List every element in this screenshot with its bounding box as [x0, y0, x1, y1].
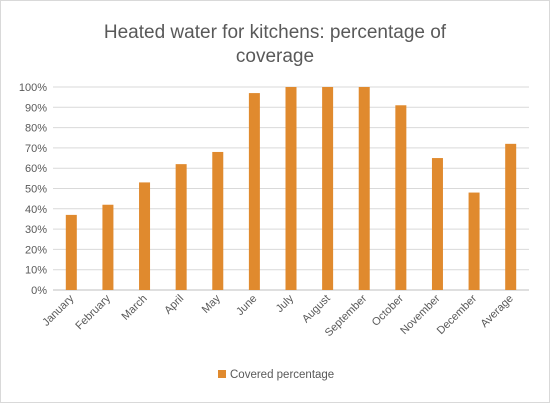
- y-tick-label: 20%: [25, 244, 47, 256]
- y-axis-ticks: 0% 10% 20% 30% 40% 50% 60% 70% 80% 90% 100%: [19, 82, 47, 297]
- bar: [505, 143, 517, 290]
- y-tick-label: 90%: [25, 102, 47, 114]
- legend-label: Covered percentage: [230, 369, 334, 381]
- x-tick-label: March: [120, 293, 150, 323]
- bar: [175, 164, 187, 290]
- x-tick-label: July: [274, 292, 297, 315]
- bar: [358, 87, 370, 290]
- x-tick-label: October: [370, 292, 406, 328]
- y-tick-label: 80%: [25, 123, 47, 135]
- y-tick-label: 70%: [25, 143, 47, 155]
- bar: [322, 87, 334, 290]
- bar: [395, 105, 407, 291]
- x-tick-label: May: [200, 292, 224, 316]
- chart-title-line-1: Heated water for kitchens: percentage of: [104, 22, 447, 43]
- legend: Covered percentage: [218, 369, 334, 381]
- bar: [212, 151, 224, 290]
- y-tick-label: 10%: [25, 265, 47, 277]
- x-tick-label: June: [234, 293, 259, 318]
- bars: [65, 87, 517, 291]
- x-tick-label: Average: [478, 293, 515, 330]
- bar: [65, 214, 77, 290]
- bar: [285, 87, 297, 290]
- y-tick-label: 30%: [25, 224, 47, 236]
- y-tick-label: 50%: [25, 184, 47, 196]
- bar: [102, 204, 114, 290]
- bar: [248, 93, 260, 290]
- chart-title-line-2: coverage: [236, 46, 314, 67]
- x-tick-label: February: [73, 292, 113, 332]
- y-tick-label: 40%: [25, 204, 47, 216]
- x-tick-label: August: [300, 293, 333, 326]
- bar: [431, 158, 443, 290]
- legend-swatch: [218, 370, 226, 378]
- bar: [468, 192, 480, 290]
- x-tick-label: December: [435, 292, 480, 337]
- y-tick-label: 60%: [25, 163, 47, 175]
- y-tick-label: 0%: [31, 285, 47, 297]
- x-tick-label: April: [162, 293, 186, 317]
- bar: [139, 182, 151, 290]
- y-tick-label: 100%: [19, 82, 47, 94]
- x-tick-label: January: [40, 292, 77, 329]
